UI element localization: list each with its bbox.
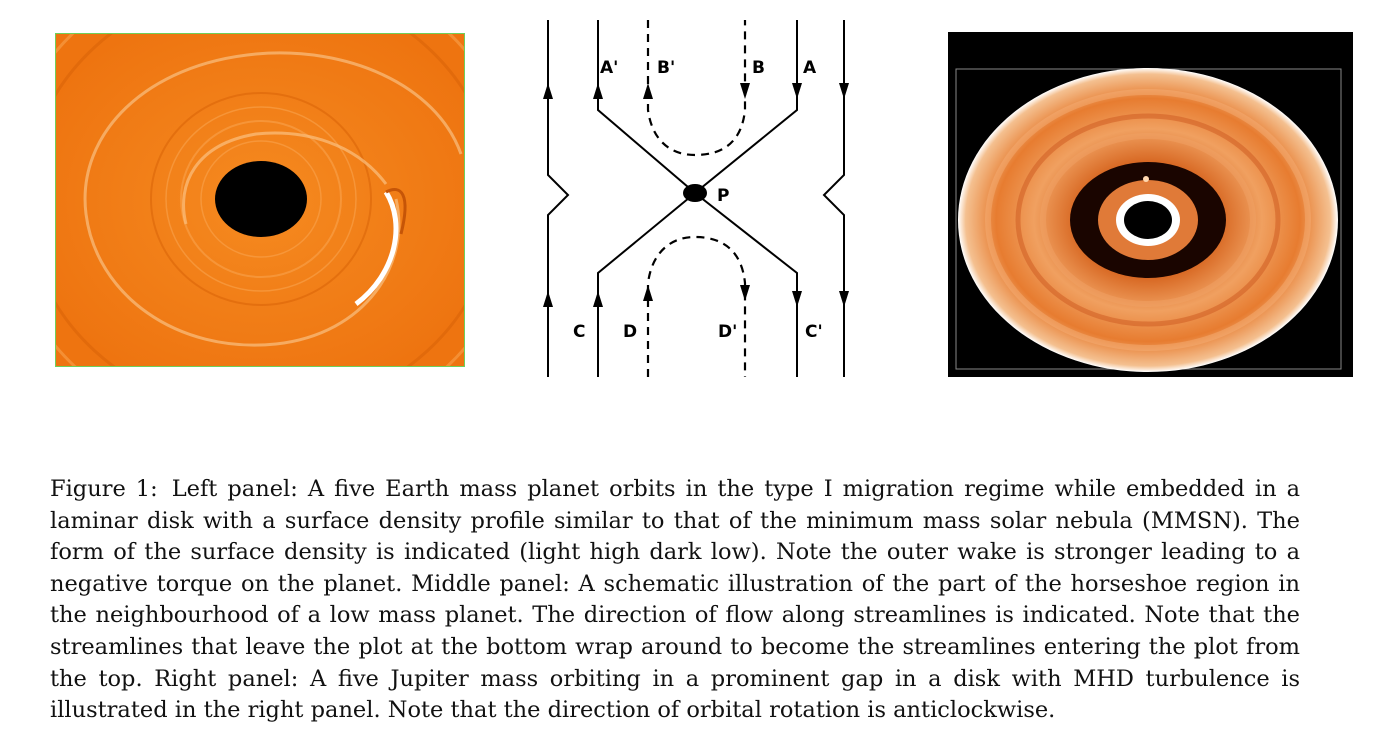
middle-panel-horseshoe-diagram: A' B' B A P C D D' C' xyxy=(540,15,860,380)
label-b-prime: B' xyxy=(657,58,675,78)
arrow-down-a xyxy=(792,83,802,99)
label-c-prime: C' xyxy=(805,322,823,342)
mhd-disk-render xyxy=(948,32,1353,377)
left-panel-disk-image xyxy=(55,33,465,367)
arrow-down-right-outer-bottom xyxy=(839,291,849,307)
horseshoe-streamline-diagram: A' B' B A P C D D' C' xyxy=(543,20,849,377)
type-i-disk-render xyxy=(56,34,464,366)
arrow-down-b xyxy=(740,83,750,99)
planet-marker xyxy=(683,184,707,202)
streamline-b-prime-b xyxy=(646,20,747,157)
label-c: C xyxy=(573,322,585,342)
label-a: A xyxy=(803,58,817,78)
streamline-d-d-prime xyxy=(646,235,747,377)
label-d-prime: D' xyxy=(718,322,737,342)
central-hole xyxy=(1124,201,1172,239)
label-p: P xyxy=(717,186,729,206)
streamline-right-outer xyxy=(822,20,845,377)
streamline-left-outer xyxy=(547,20,570,377)
arrow-up-a-prime xyxy=(593,83,603,99)
arrow-down-d-prime xyxy=(740,285,750,301)
arrow-up-b-prime xyxy=(643,83,653,99)
label-d: D xyxy=(623,322,637,342)
arrow-up-left-outer-bottom xyxy=(543,291,553,307)
arrow-up-c xyxy=(593,291,603,307)
figure-caption: Figure 1: Left panel: A five Earth mass p… xyxy=(50,474,1300,727)
figure-label: Figure 1: xyxy=(50,476,158,502)
planet-dot xyxy=(1143,176,1149,182)
arrow-up-left-outer-top xyxy=(543,83,553,99)
arrow-down-right-outer-top xyxy=(839,83,849,99)
arrow-up-d xyxy=(643,285,653,301)
label-b: B xyxy=(752,58,765,78)
arrow-down-c-prime xyxy=(792,291,802,307)
label-a-prime: A' xyxy=(600,58,618,78)
right-panel-mhd-disk-image xyxy=(948,32,1353,377)
caption-text: Left panel: A five Earth mass planet orb… xyxy=(50,476,1301,724)
